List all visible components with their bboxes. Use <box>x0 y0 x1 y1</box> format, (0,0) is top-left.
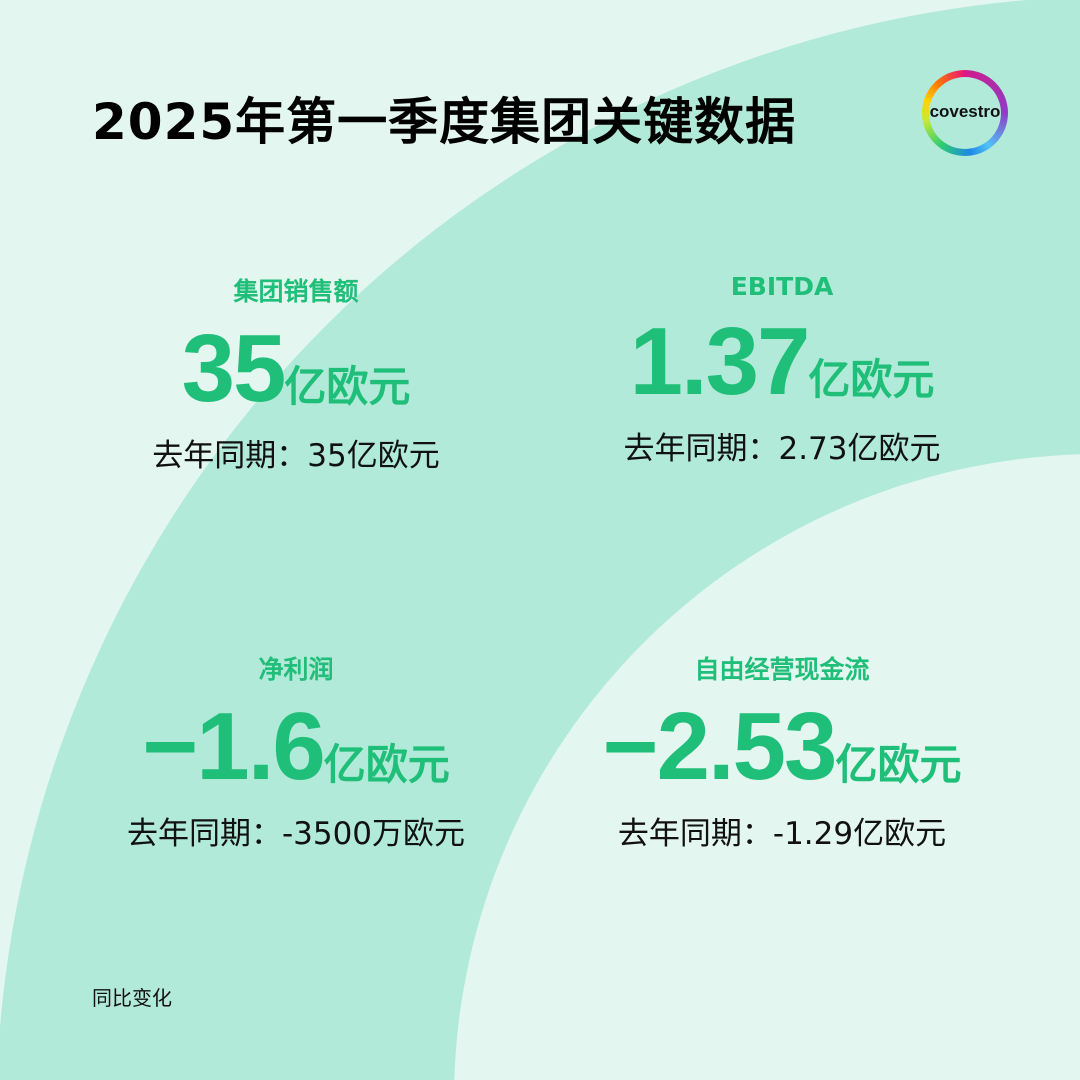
footnote: 同比变化 <box>92 986 172 1010</box>
kpi-label: 净利润 <box>258 655 334 684</box>
kpi-previous: 去年同期：35亿欧元 <box>152 438 440 474</box>
kpi-group-sales: 集团销售额 35亿欧元 去年同期：35亿欧元 <box>56 272 536 475</box>
kpi-value: −2.53亿欧元 <box>602 693 962 800</box>
kpi-label: 自由经营现金流 <box>694 655 870 684</box>
kpi-net-income: 净利润 −1.6亿欧元 去年同期：-3500万欧元 <box>56 650 536 853</box>
kpi-previous: 去年同期：-1.29亿欧元 <box>617 816 947 852</box>
kpi-previous: 去年同期：2.73亿欧元 <box>623 431 941 467</box>
kpi-label: EBITDA <box>730 272 834 301</box>
kpi-value: −1.6亿欧元 <box>142 693 450 800</box>
kpi-free-cash-flow: 自由经营现金流 −2.53亿欧元 去年同期：-1.29亿欧元 <box>542 650 1022 853</box>
kpi-previous: 去年同期：-3500万欧元 <box>126 816 466 852</box>
kpi-value: 35亿欧元 <box>181 315 411 422</box>
kpi-value: 1.37亿欧元 <box>629 308 935 415</box>
covestro-logo: covestro <box>922 70 1008 156</box>
page-title: 2025年第一季度集团关键数据 <box>92 93 797 151</box>
kpi-label: 集团销售额 <box>233 277 359 306</box>
kpi-ebitda: EBITDA 1.37亿欧元 去年同期：2.73亿欧元 <box>542 272 1022 468</box>
